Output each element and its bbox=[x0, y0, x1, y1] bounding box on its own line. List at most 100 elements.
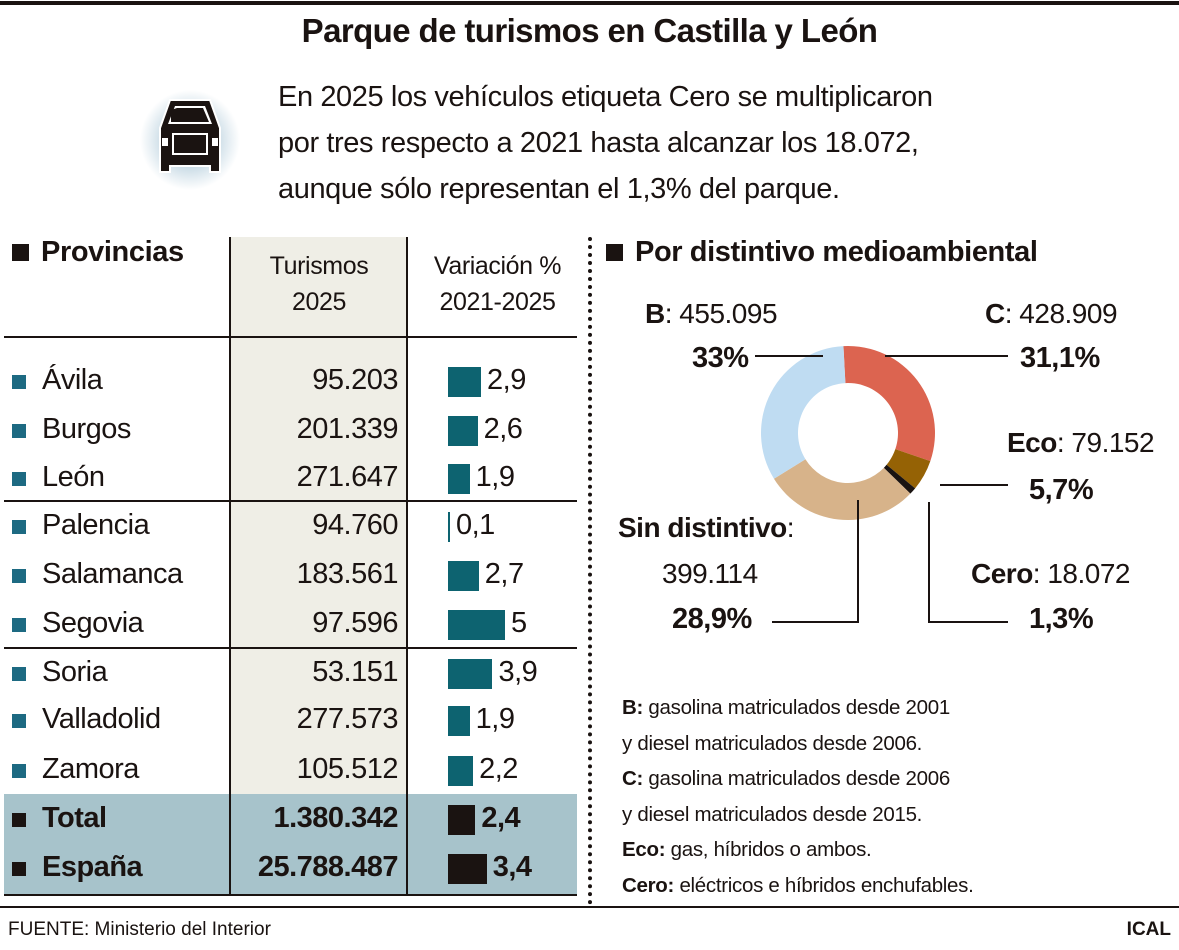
turismos-value: 53.151 bbox=[312, 656, 398, 688]
turismos-value: 1.380.342 bbox=[273, 802, 398, 834]
header-rule bbox=[4, 336, 577, 338]
bullet-icon bbox=[12, 813, 26, 827]
variacion-value: 2,7 bbox=[484, 558, 524, 590]
turismos-value: 94.760 bbox=[312, 509, 398, 541]
table-row: Burgos 201.339 2,6 bbox=[0, 408, 590, 452]
variacion-bar bbox=[448, 416, 478, 446]
agency-credit: ICAL bbox=[1126, 919, 1171, 940]
provincias-heading: Provincias bbox=[12, 236, 184, 269]
column-divider bbox=[229, 237, 231, 895]
value-sin: 399.114 bbox=[662, 558, 758, 589]
province-name: Salamanca bbox=[42, 558, 183, 590]
turismos-value: 271.647 bbox=[296, 461, 399, 493]
province-name: Valladolid bbox=[42, 703, 161, 735]
province-name: Palencia bbox=[42, 509, 150, 541]
percent-b: 33% bbox=[692, 342, 749, 374]
slice-c bbox=[843, 346, 935, 462]
label-sin: Sin distintivo: bbox=[618, 512, 795, 543]
slice-sin-distintivo bbox=[773, 459, 911, 520]
bullet-icon bbox=[12, 667, 26, 681]
variacion-value: 3,9 bbox=[498, 656, 538, 688]
legend-notes: B: gasolina matriculados desde 2001 y di… bbox=[622, 690, 974, 903]
turismos-value: 95.203 bbox=[312, 364, 398, 396]
variacion-bar bbox=[448, 805, 476, 835]
turismos-column-shade bbox=[231, 237, 407, 794]
variacion-bar bbox=[448, 561, 479, 591]
variacion-header: Variación % 2021-2025 bbox=[410, 248, 585, 320]
turismos-value: 277.573 bbox=[296, 703, 399, 735]
variacion-value: 2,2 bbox=[479, 753, 518, 785]
table-row: Segovia 97.596 5 bbox=[0, 602, 590, 646]
top-rule bbox=[0, 1, 1179, 5]
label-cero: Cero: 18.072 bbox=[971, 558, 1130, 589]
province-name: Segovia bbox=[42, 607, 144, 639]
total-row: Total 1.380.342 2,4 bbox=[0, 797, 590, 841]
group-rule bbox=[4, 500, 577, 502]
bullet-icon bbox=[12, 472, 26, 486]
group-rule bbox=[4, 647, 577, 649]
variacion-bar bbox=[448, 610, 505, 640]
turismos-header: Turismos 2025 bbox=[231, 248, 407, 320]
subtitle-line: En 2025 los vehículos etiqueta Cero se m… bbox=[278, 81, 933, 113]
chart-title: Por distintivo medioambiental bbox=[635, 236, 1038, 268]
slice-name: Eco bbox=[1007, 427, 1057, 458]
legend-line: Cero: eléctricos e híbridos enchufables. bbox=[622, 873, 974, 897]
province-name: Zamora bbox=[42, 753, 139, 785]
turismos-value: 201.339 bbox=[296, 413, 399, 445]
bullet-icon bbox=[12, 569, 26, 583]
legend-line: C: gasolina matriculados desde 2006 bbox=[622, 767, 950, 790]
legend-line: B: gasolina matriculados desde 2001 bbox=[622, 696, 950, 719]
distintivo-heading: Por distintivo medioambiental bbox=[606, 236, 1038, 269]
subtitle-line: aunque sólo representan el 1,3% del parq… bbox=[278, 173, 840, 205]
table-row: Zamora 105.512 2,2 bbox=[0, 748, 590, 792]
subtitle-line: por tres respecto a 2021 hasta alcanzar … bbox=[278, 127, 919, 159]
variacion-value: 2,4 bbox=[481, 802, 521, 834]
legend-line: y diesel matriculados desde 2006. bbox=[622, 731, 923, 755]
page-title: Parque de turismos en Castilla y León bbox=[301, 12, 878, 49]
slice-name: Cero bbox=[971, 558, 1033, 589]
bullet-icon bbox=[12, 244, 29, 261]
total-row: España 25.788.487 3,4 bbox=[0, 846, 590, 890]
province-name: Ávila bbox=[42, 364, 103, 396]
legend-line: Eco: gas, híbridos o ambos. bbox=[622, 838, 872, 861]
section-divider bbox=[588, 237, 592, 905]
bullet-icon bbox=[606, 244, 623, 261]
subtitle: En 2025 los vehículos etiqueta Cero se m… bbox=[278, 74, 933, 212]
variacion-value: 3,4 bbox=[492, 851, 532, 883]
slice-name: C bbox=[985, 298, 1005, 329]
slice-b bbox=[761, 346, 846, 479]
bullet-icon bbox=[12, 764, 26, 778]
variacion-bar bbox=[448, 512, 450, 542]
variacion-bar bbox=[448, 854, 487, 884]
province-name: León bbox=[42, 461, 105, 493]
slice-value: 18.072 bbox=[1047, 558, 1130, 589]
variacion-value: 0,1 bbox=[456, 509, 495, 541]
bullet-icon bbox=[12, 424, 26, 438]
table-row: Ávila 95.203 2,9 bbox=[0, 359, 590, 403]
bullet-icon bbox=[12, 714, 26, 728]
province-name: Soria bbox=[42, 656, 108, 688]
bullet-icon bbox=[12, 618, 26, 632]
turismos-value: 105.512 bbox=[296, 753, 399, 785]
leader-line bbox=[928, 502, 1008, 623]
table-row: Valladolid 277.573 1,9 bbox=[0, 698, 590, 742]
variacion-bar bbox=[448, 367, 482, 397]
bullet-icon bbox=[12, 375, 26, 389]
turismos-value: 183.561 bbox=[296, 558, 399, 590]
source-note: FUENTE: Ministerio del Interior bbox=[8, 919, 271, 940]
leader-line bbox=[772, 500, 859, 623]
variacion-bar bbox=[448, 756, 474, 786]
car-icon bbox=[138, 88, 242, 192]
col-header-line: Variación % bbox=[433, 252, 562, 280]
percent-cero: 1,3% bbox=[1029, 603, 1094, 635]
province-name: Burgos bbox=[42, 413, 131, 445]
table-row: Salamanca 183.561 2,7 bbox=[0, 553, 590, 597]
slice-name: Sin distintivo bbox=[618, 512, 787, 543]
table-row: Palencia 94.760 0,1 bbox=[0, 504, 590, 548]
col-header-line: Turismos bbox=[269, 252, 369, 280]
label-eco: Eco: 79.152 bbox=[1007, 427, 1155, 458]
legend-line: y diesel matriculados desde 2015. bbox=[622, 802, 923, 826]
variacion-bar bbox=[448, 706, 470, 736]
donut-chart bbox=[755, 346, 1008, 623]
variacion-value: 5 bbox=[511, 607, 527, 639]
